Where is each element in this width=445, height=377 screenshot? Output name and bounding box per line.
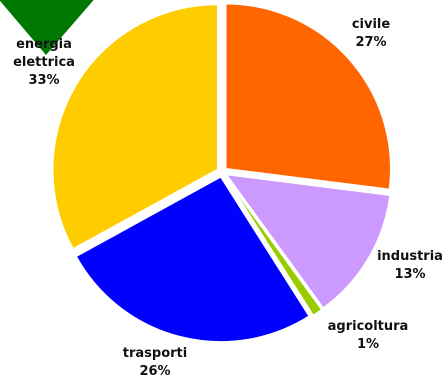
slice-label-industria: industria 13% <box>377 249 443 282</box>
pie-slice-agricoltura <box>224 175 323 317</box>
pie-labels: civile 27% industria 13% agricoltura 1% traspo… <box>13 17 443 377</box>
slice-label-civile: civile 27% <box>352 17 391 50</box>
slice-label-trasporti: trasporti 26% <box>123 346 187 377</box>
pie-slice-energia <box>51 3 219 250</box>
pie-slice-civile <box>225 2 392 191</box>
pie-slice-trasporti <box>75 175 311 343</box>
pie-slice-industria <box>224 173 391 310</box>
slice-label-agricoltura: agricoltura 1% <box>328 319 409 352</box>
pie-slices <box>51 2 392 343</box>
slice-label-energia: energia elettrica 33% <box>13 37 75 88</box>
corner-marker-icon <box>0 0 94 55</box>
